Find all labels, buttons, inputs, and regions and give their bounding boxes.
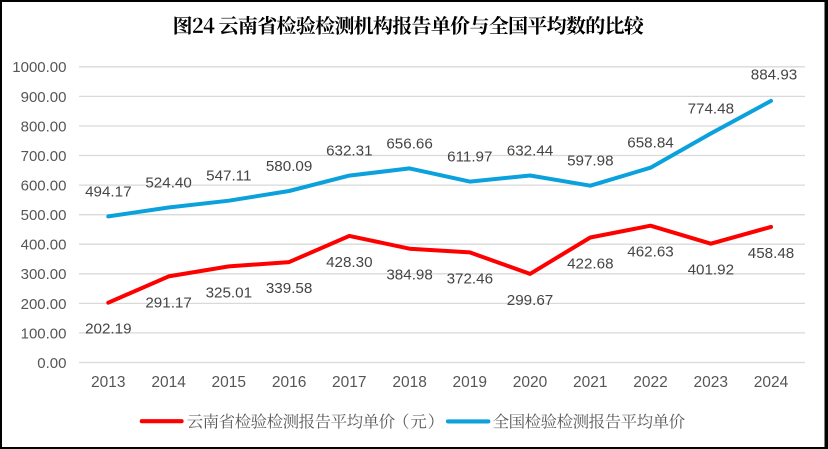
svg-text:500.00: 500.00 [21, 207, 67, 224]
svg-text:700.00: 700.00 [21, 148, 67, 165]
svg-text:372.46: 372.46 [447, 270, 493, 287]
svg-text:300.00: 300.00 [21, 266, 67, 283]
svg-text:2017: 2017 [332, 374, 366, 391]
svg-text:339.58: 339.58 [266, 280, 312, 297]
svg-text:0.00: 0.00 [37, 355, 66, 372]
svg-text:632.44: 632.44 [507, 143, 553, 160]
svg-text:658.84: 658.84 [627, 135, 673, 152]
svg-text:2020: 2020 [513, 374, 548, 391]
svg-text:462.63: 462.63 [627, 244, 673, 261]
svg-text:2019: 2019 [453, 374, 487, 391]
svg-text:580.09: 580.09 [266, 158, 312, 175]
svg-text:422.68: 422.68 [567, 256, 613, 273]
svg-text:100.00: 100.00 [21, 325, 67, 342]
svg-text:611.97: 611.97 [447, 149, 492, 166]
svg-text:458.48: 458.48 [748, 245, 794, 262]
svg-text:656.66: 656.66 [386, 135, 432, 152]
svg-text:2016: 2016 [272, 374, 306, 391]
svg-text:774.48: 774.48 [688, 101, 734, 118]
svg-text:2021: 2021 [573, 374, 607, 391]
svg-text:384.98: 384.98 [386, 267, 432, 284]
svg-text:200.00: 200.00 [21, 296, 67, 313]
svg-text:2022: 2022 [633, 374, 667, 391]
svg-text:884.93: 884.93 [751, 67, 797, 84]
svg-text:401.92: 401.92 [688, 262, 734, 279]
svg-text:2015: 2015 [212, 374, 246, 391]
svg-text:428.30: 428.30 [326, 254, 372, 271]
svg-text:2014: 2014 [151, 374, 186, 391]
svg-text:597.98: 597.98 [567, 153, 613, 170]
svg-text:299.67: 299.67 [507, 292, 553, 309]
svg-text:291.17: 291.17 [145, 294, 191, 311]
svg-text:400.00: 400.00 [21, 237, 67, 254]
svg-text:2023: 2023 [694, 374, 728, 391]
svg-text:2018: 2018 [392, 374, 426, 391]
svg-text:1000.00: 1000.00 [12, 59, 66, 76]
svg-text:325.01: 325.01 [206, 284, 252, 301]
svg-text:600.00: 600.00 [21, 178, 67, 195]
svg-text:524.40: 524.40 [145, 175, 191, 192]
svg-text:632.31: 632.31 [326, 143, 372, 160]
svg-text:494.17: 494.17 [85, 183, 131, 200]
svg-text:547.11: 547.11 [206, 168, 251, 185]
svg-text:2024: 2024 [754, 374, 789, 391]
svg-text:202.19: 202.19 [85, 321, 131, 338]
svg-text:2013: 2013 [91, 374, 125, 391]
svg-text:900.00: 900.00 [21, 89, 67, 106]
svg-text:800.00: 800.00 [21, 118, 67, 135]
